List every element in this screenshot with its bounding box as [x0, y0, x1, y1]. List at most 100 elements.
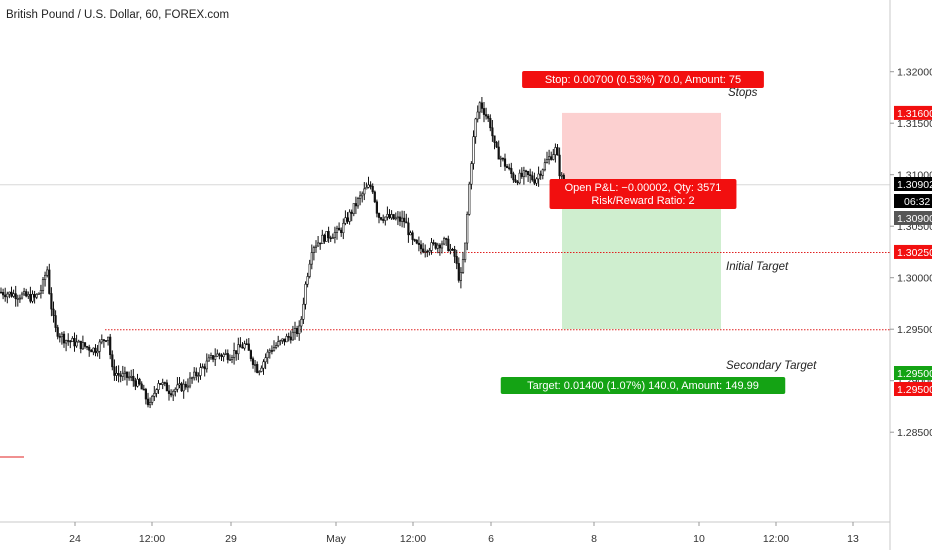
- candle-body: [518, 172, 521, 184]
- candle-body: [144, 389, 148, 400]
- candle: [37, 292, 40, 295]
- candle: [256, 361, 259, 374]
- candle-body: [314, 245, 318, 248]
- candle: [541, 168, 544, 180]
- x-tick-label: 24: [69, 533, 81, 545]
- target-label-bg: [500, 377, 786, 394]
- candle: [188, 372, 192, 389]
- stop-label[interactable]: Stop: 0.00700 (0.53%) 70.0, Amount: 75: [522, 71, 764, 88]
- candle-body: [289, 336, 292, 341]
- candle: [262, 359, 265, 375]
- candle: [197, 372, 200, 383]
- candle: [58, 333, 61, 343]
- candle: [115, 365, 118, 382]
- candle-body: [434, 242, 437, 249]
- candle: [104, 339, 108, 343]
- chart-title: British Pound / U.S. Dollar, 60, FOREX.c…: [6, 9, 230, 21]
- candle: [107, 336, 110, 346]
- candle-body: [260, 367, 263, 372]
- candle: [442, 236, 446, 246]
- candle: [113, 359, 116, 381]
- candle: [321, 229, 324, 244]
- candle-body: [20, 293, 24, 299]
- candle-body: [157, 383, 160, 390]
- candle-body: [41, 279, 45, 291]
- candle-body: [333, 232, 337, 238]
- secondary-target-tag[interactable]: 1.29500: [894, 382, 932, 396]
- candle: [447, 235, 450, 252]
- candle-body: [560, 174, 563, 177]
- candle: [86, 345, 89, 351]
- candle: [518, 169, 521, 185]
- candle: [272, 340, 276, 352]
- candle-body: [350, 211, 353, 214]
- candle-body: [526, 171, 530, 175]
- candle-body: [56, 327, 59, 337]
- candle-body: [505, 166, 509, 169]
- candle-body: [447, 238, 450, 252]
- candle: [43, 271, 47, 287]
- annotation-layer: Stops Initial Target Secondary Target: [726, 87, 817, 372]
- candle-body: [92, 347, 95, 353]
- candle-body: [153, 393, 156, 397]
- candle-body: [556, 147, 559, 156]
- candle: [226, 349, 229, 364]
- candle: [346, 212, 349, 224]
- candle-body: [295, 328, 299, 335]
- candle: [487, 113, 490, 123]
- candle: [283, 338, 286, 346]
- position-zones: [562, 112, 721, 330]
- initial-target-tag[interactable]: 1.30250: [894, 244, 932, 259]
- candle-body: [363, 188, 366, 195]
- candle-body: [331, 237, 334, 239]
- entry-price-tag[interactable]: 1.30900: [894, 211, 932, 225]
- candle: [501, 157, 505, 162]
- candle: [218, 352, 221, 360]
- pnl-label[interactable]: Open P&L: −0.00002, Qty: 3571Risk/Reward…: [549, 179, 737, 209]
- candle-body: [247, 343, 250, 351]
- candle: [102, 339, 105, 348]
- candle-body: [46, 269, 49, 276]
- candle: [125, 371, 129, 386]
- candle-body: [390, 214, 393, 219]
- candle-body: [491, 127, 494, 137]
- candle-body: [451, 248, 454, 251]
- target-zone[interactable]: [562, 185, 721, 330]
- candle: [489, 114, 492, 132]
- candle: [531, 171, 534, 182]
- candle: [18, 294, 22, 303]
- candle-body: [226, 353, 229, 360]
- y-tick-label: 1.29500: [897, 324, 932, 336]
- candle: [170, 389, 173, 398]
- candle-body: [186, 385, 190, 388]
- current-price-tag[interactable]: 1.30902: [894, 177, 932, 191]
- stop-zone[interactable]: [562, 112, 721, 185]
- stop-price-tag[interactable]: 1.31600: [894, 105, 932, 120]
- candle: [186, 378, 190, 393]
- candle-body: [474, 118, 477, 138]
- target-price-tag[interactable]: 1.29500: [894, 366, 932, 380]
- y-tick-label: 1.32000: [897, 67, 932, 79]
- candle: [451, 247, 454, 251]
- candle: [482, 102, 486, 123]
- candle: [52, 301, 55, 323]
- candle: [233, 342, 236, 365]
- target-price-tag-text: 1.29500: [897, 368, 932, 380]
- candle-body: [304, 283, 307, 305]
- candle: [73, 332, 76, 352]
- candle-body: [243, 343, 246, 349]
- target-price-tag-bg: [894, 366, 932, 380]
- candle-body: [371, 186, 374, 193]
- x-tick-label: 29: [225, 533, 237, 545]
- candle: [440, 240, 444, 254]
- candle: [363, 182, 366, 201]
- candle-body: [79, 340, 82, 350]
- target-label[interactable]: Target: 0.01400 (1.07%) 140.0, Amount: 1…: [500, 377, 786, 394]
- candle-body: [373, 191, 376, 203]
- candle: [16, 294, 19, 307]
- y-tick-label: 1.30000: [897, 273, 932, 285]
- candle: [83, 342, 87, 349]
- candle: [274, 342, 278, 350]
- candle-body: [123, 371, 126, 374]
